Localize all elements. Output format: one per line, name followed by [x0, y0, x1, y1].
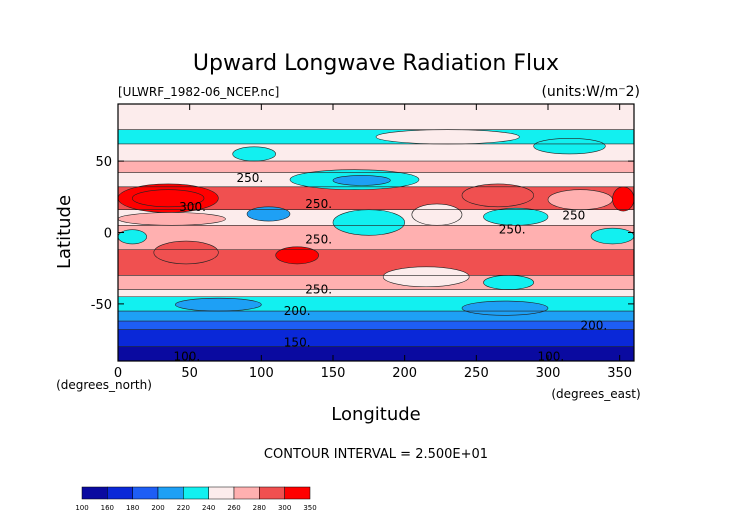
colorbar-swatch — [284, 486, 311, 500]
zonal-band — [118, 275, 634, 290]
colorbar-tick-label: 300 — [278, 504, 291, 512]
anomaly-region — [375, 129, 520, 145]
x-tick-label: 200 — [392, 366, 417, 381]
colorbar-tick-label: 180 — [126, 504, 139, 512]
y-tick-label: -50 — [91, 298, 112, 313]
zonal-band — [118, 104, 634, 130]
contour-label: 100. — [538, 350, 565, 364]
colorbar-swatch — [157, 486, 184, 500]
contour-label: 100. — [173, 350, 200, 364]
x-tick-label: 50 — [181, 366, 198, 381]
anomaly-region — [153, 240, 219, 265]
zonal-band — [118, 346, 634, 361]
colorbar-tick-label: 240 — [202, 504, 215, 512]
contour-label: 250. — [237, 171, 264, 185]
x-tick-label: 350 — [607, 366, 632, 381]
colorbar-tick-label: 280 — [253, 504, 266, 512]
plot-area — [118, 104, 634, 361]
contour-label: 250. — [305, 197, 332, 211]
anomaly-region — [118, 229, 147, 245]
y-units-label: (degrees_north) — [56, 378, 152, 392]
zonal-band — [118, 329, 634, 347]
x-axis-title: Longitude — [331, 404, 421, 425]
anomaly-region — [461, 183, 534, 208]
x-units-label: (degrees_east) — [551, 387, 640, 401]
colorbar-swatch — [81, 486, 108, 500]
contour-label: 250. — [499, 223, 526, 237]
zonal-band — [118, 161, 634, 173]
anomaly-region — [547, 189, 613, 210]
anomaly-region — [612, 186, 634, 212]
y-tick-label: 0 — [104, 227, 112, 242]
colorbar-swatch — [107, 486, 133, 500]
anomaly-region — [332, 175, 391, 186]
zonal-band — [118, 321, 634, 330]
colorbar-swatch — [208, 486, 235, 500]
contour-label: 250. — [305, 283, 332, 297]
source-label: [ULWRF_1982-06_NCEP.nc] — [118, 85, 279, 99]
anomaly-region — [175, 297, 262, 312]
colorbar-tick-label: 220 — [177, 504, 190, 512]
contour-label: 200. — [581, 318, 608, 332]
anomaly-region — [411, 203, 463, 226]
anomaly-region — [132, 189, 205, 208]
zonal-band — [118, 289, 634, 297]
colorbar-tick-label: 260 — [227, 504, 240, 512]
colorbar-swatch — [132, 486, 159, 500]
colorbar: 100 160 180 200 220 240 260 280 300 350 — [75, 486, 317, 512]
anomaly-region — [382, 266, 470, 288]
contour-label: 150. — [284, 335, 311, 349]
x-tick-label: 300 — [536, 366, 561, 381]
y-axis-title: Latitude — [54, 195, 75, 269]
colorbar-swatch — [259, 486, 285, 500]
colorbar-tick-label: 160 — [101, 504, 114, 512]
anomaly-region — [461, 300, 549, 316]
colorbar-swatch — [233, 486, 260, 500]
axes: 0 50 100 150 200 250 300 350 -50 0 50 — [91, 104, 634, 381]
contour-label: 300. — [179, 200, 206, 214]
x-tick-label: 0 — [114, 366, 122, 381]
colorbar-swatch — [183, 486, 209, 500]
colorbar-tick-label: 100 — [75, 504, 88, 512]
x-tick-label: 250 — [464, 366, 489, 381]
anomaly-region — [232, 146, 276, 162]
anomaly-region — [275, 246, 319, 265]
y-tick-label: 50 — [95, 155, 112, 170]
chart-title: Upward Longwave Radiation Flux — [193, 51, 559, 76]
x-tick-label: 100 — [249, 366, 274, 381]
contour-label: 250. — [305, 233, 332, 247]
units-label: (units:W/m⁻2) — [541, 84, 640, 100]
colorbar-tick-label: 350 — [303, 504, 316, 512]
zonal-band — [118, 311, 634, 322]
anomaly-region — [332, 209, 405, 236]
contour-label: 200. — [284, 304, 311, 318]
contour-interval-text: CONTOUR INTERVAL = 2.500E+01 — [264, 447, 488, 462]
colorbar-tick-label: 200 — [151, 504, 164, 512]
anomaly-region — [533, 137, 606, 155]
anomaly-region — [246, 206, 291, 222]
contour-label: 250 — [562, 208, 585, 222]
contour-labels: 250. 300. 250. 250. 250. 250 250. 200. 200. 150. 1… — [173, 171, 607, 363]
anomaly-region — [483, 275, 534, 290]
anomaly-region — [590, 227, 634, 245]
anomaly-region — [118, 212, 226, 226]
x-tick-label: 150 — [321, 366, 346, 381]
